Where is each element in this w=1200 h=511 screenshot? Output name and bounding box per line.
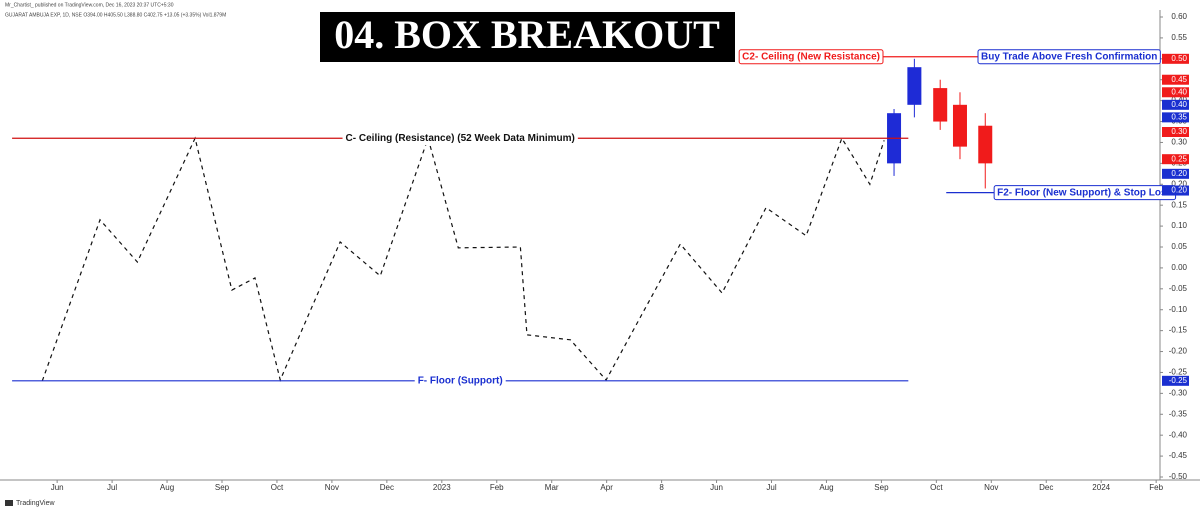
x-tick-label: Nov	[325, 483, 339, 492]
candle-body	[978, 125, 993, 164]
x-tick-label: Sep	[215, 483, 230, 492]
price-badge	[1162, 168, 1189, 179]
x-tick-label: Jun	[710, 483, 723, 492]
candle-body	[952, 104, 967, 147]
x-tick-label: Jun	[51, 483, 64, 492]
chart-title: 04. BOX BREAKOUT	[334, 12, 720, 57]
price-badge-label: 0.20	[1171, 186, 1187, 195]
price-badge	[1162, 185, 1189, 196]
label-box	[738, 49, 884, 65]
x-tick-label: Dec	[380, 483, 394, 492]
y-tick-label: -0.05	[1169, 284, 1188, 293]
y-tick-label: -0.25	[1169, 368, 1188, 377]
price-badge-label: 0.50	[1171, 54, 1187, 63]
x-tick-label: Jul	[766, 483, 776, 492]
annotation-label: C- Ceiling (Resistance) (52 Week Data Mi…	[346, 133, 575, 144]
x-tick-label: Sep	[874, 483, 889, 492]
price-badge	[1162, 53, 1189, 64]
y-tick-label: 0.00	[1171, 263, 1187, 272]
x-tick-label: Apr	[600, 483, 613, 492]
price-badge-label: 0.20	[1171, 169, 1187, 178]
price-badge-label: 0.40	[1171, 87, 1187, 96]
price-badge	[1162, 154, 1189, 165]
x-tick-label: Feb	[1149, 483, 1163, 492]
y-tick-label: 0.05	[1171, 242, 1187, 251]
price-badge-label: 0.30	[1171, 127, 1187, 136]
candle-body	[907, 67, 922, 105]
y-tick-label: 0.10	[1171, 221, 1187, 230]
x-tick-label: 8	[659, 483, 664, 492]
symbol-info: GUJARAT AMBUJA EXP, 1D, NSE O394.00 H405…	[5, 12, 226, 18]
y-tick-label: -0.15	[1169, 326, 1188, 335]
footer-logo: TradingView	[5, 500, 55, 507]
x-tick-label: Oct	[271, 483, 284, 492]
price-badge	[1162, 87, 1189, 98]
x-tick-label: Dec	[1039, 483, 1053, 492]
label-background	[342, 131, 578, 146]
publisher: Mr_Chartist_ published on TradingView.co…	[5, 2, 174, 8]
y-tick-label: -0.30	[1169, 388, 1188, 397]
y-tick-label: 0.30	[1171, 138, 1187, 147]
price-badge-label: 0.45	[1171, 75, 1187, 84]
candle-body	[933, 88, 948, 122]
price-badge-label: 0.40	[1171, 100, 1187, 109]
x-tick-label: 2023	[433, 483, 451, 492]
annotation-label: F- Floor (Support)	[418, 375, 503, 386]
y-tick-label: -0.40	[1169, 430, 1188, 439]
x-tick-label: 2024	[1092, 483, 1110, 492]
price-line	[41, 136, 885, 382]
annotation-label: C2- Ceiling (New Resistance)	[742, 51, 880, 62]
title-box	[320, 12, 735, 62]
price-badge	[1162, 375, 1189, 386]
y-tick-label: 0.60	[1171, 12, 1187, 21]
annotation-label: F2- Floor (New Support) & Stop Loss	[997, 187, 1172, 198]
logo-mark	[5, 500, 13, 506]
price-badge-label: 0.25	[1171, 154, 1187, 163]
price-badge	[1162, 74, 1189, 85]
x-tick-label: Oct	[930, 483, 943, 492]
x-tick-label: Jul	[107, 483, 117, 492]
x-tick-label: Feb	[490, 483, 504, 492]
label-background	[414, 373, 506, 388]
annotation-label: Buy Trade Above Fresh Confirmation	[981, 51, 1157, 62]
y-tick-label: 0.20	[1171, 179, 1187, 188]
x-tick-label: Mar	[545, 483, 559, 492]
y-tick-label: -0.10	[1169, 305, 1188, 314]
price-badge	[1162, 99, 1189, 110]
y-tick-label: -0.45	[1169, 451, 1188, 460]
price-badge	[1162, 127, 1189, 137]
y-tick-label: -0.20	[1169, 347, 1188, 356]
y-tick-label: 0.15	[1171, 200, 1187, 209]
y-tick-label: 0.55	[1171, 33, 1187, 42]
label-box	[977, 49, 1161, 65]
x-tick-label: Aug	[160, 483, 174, 492]
x-tick-label: Aug	[819, 483, 833, 492]
price-badge-label: 0.35	[1171, 112, 1187, 121]
footer: TradingView	[16, 500, 55, 507]
price-badge-label: -0.25	[1169, 376, 1188, 385]
y-tick-label: -0.50	[1169, 472, 1188, 481]
price-badge	[1162, 112, 1189, 123]
x-tick-label: Nov	[984, 483, 998, 492]
y-tick-label: -0.35	[1169, 409, 1188, 418]
